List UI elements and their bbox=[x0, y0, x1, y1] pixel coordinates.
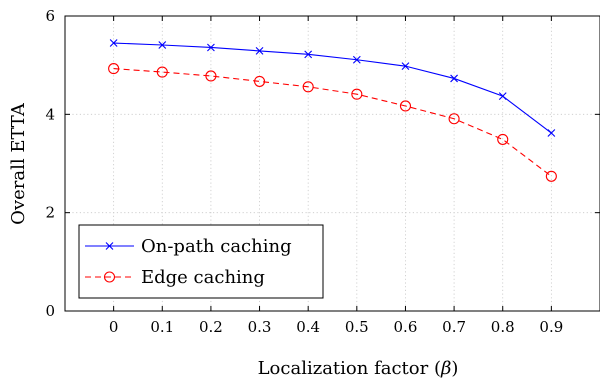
data-point bbox=[450, 74, 458, 83]
data-point bbox=[545, 170, 557, 182]
data-point bbox=[253, 75, 266, 87]
x-tick-label: 0.3 bbox=[248, 318, 272, 336]
plot-frame bbox=[64, 15, 600, 312]
series-on-path-caching bbox=[109, 39, 556, 137]
data-point bbox=[547, 129, 556, 137]
data-point bbox=[205, 70, 217, 82]
x-tick-label: 0.9 bbox=[539, 318, 563, 336]
data-point bbox=[399, 100, 412, 112]
grid bbox=[65, 16, 600, 311]
y-tick-label: 2 bbox=[45, 204, 55, 222]
legend-label: On-path caching bbox=[141, 236, 292, 257]
x-tick-label: 0.1 bbox=[150, 318, 174, 336]
series-line bbox=[113, 42, 552, 134]
legend: On-path caching Edge caching bbox=[78, 224, 324, 299]
y-tick-label: 0 bbox=[45, 302, 55, 320]
data-point bbox=[497, 133, 509, 145]
x-tick-label: 0 bbox=[109, 318, 119, 336]
data-point bbox=[255, 47, 264, 55]
data-point bbox=[352, 55, 361, 64]
legend-swatch-marker bbox=[105, 242, 114, 250]
data-point bbox=[109, 39, 118, 47]
x-tick-label: 0.5 bbox=[345, 318, 369, 336]
data-point bbox=[448, 113, 460, 125]
x-marker-stroke bbox=[109, 39, 118, 47]
x-marker-stroke bbox=[352, 55, 361, 64]
ticks: 0 0.1 0.2 0.3 0.4 0.5 0.6 0.7 0.8 0.9 0 2 4 6 bbox=[45, 7, 600, 336]
x-tick-label: 0.2 bbox=[199, 318, 223, 336]
y-tick-label: 6 bbox=[45, 7, 55, 25]
data-point bbox=[302, 81, 314, 93]
data-point bbox=[304, 50, 313, 59]
x-tick-label: 0.7 bbox=[442, 318, 466, 336]
x-marker-stroke bbox=[158, 41, 167, 49]
data-point bbox=[108, 63, 120, 75]
legend-swatch-marker bbox=[103, 271, 116, 283]
x-marker-stroke bbox=[255, 47, 264, 55]
legend-label: Edge caching bbox=[141, 267, 265, 288]
data-point bbox=[351, 88, 363, 100]
x-marker-stroke bbox=[207, 43, 215, 52]
x-marker-stroke bbox=[547, 129, 556, 137]
series-edge-caching bbox=[108, 63, 557, 182]
data-point bbox=[156, 66, 168, 78]
legend-box bbox=[78, 224, 324, 299]
x-tick-label: 0.6 bbox=[394, 318, 418, 336]
x-marker-stroke bbox=[498, 92, 507, 101]
x-tick-label: 0.4 bbox=[296, 318, 320, 336]
data-point bbox=[207, 43, 215, 52]
data-point bbox=[498, 92, 507, 101]
x-marker-stroke bbox=[450, 74, 458, 83]
data-point bbox=[401, 62, 410, 71]
x-marker-stroke bbox=[105, 242, 114, 250]
y-tick-label: 4 bbox=[45, 105, 55, 123]
x-axis-title: Localization factor (β) bbox=[258, 358, 459, 379]
y-axis-title: Overall ETTA bbox=[8, 102, 29, 225]
x-marker-stroke bbox=[304, 50, 313, 59]
x-marker-stroke bbox=[401, 62, 410, 71]
x-tick-label: 0.8 bbox=[491, 318, 515, 336]
series-layer bbox=[108, 39, 557, 182]
series-line bbox=[113, 68, 552, 177]
data-point bbox=[158, 41, 167, 49]
